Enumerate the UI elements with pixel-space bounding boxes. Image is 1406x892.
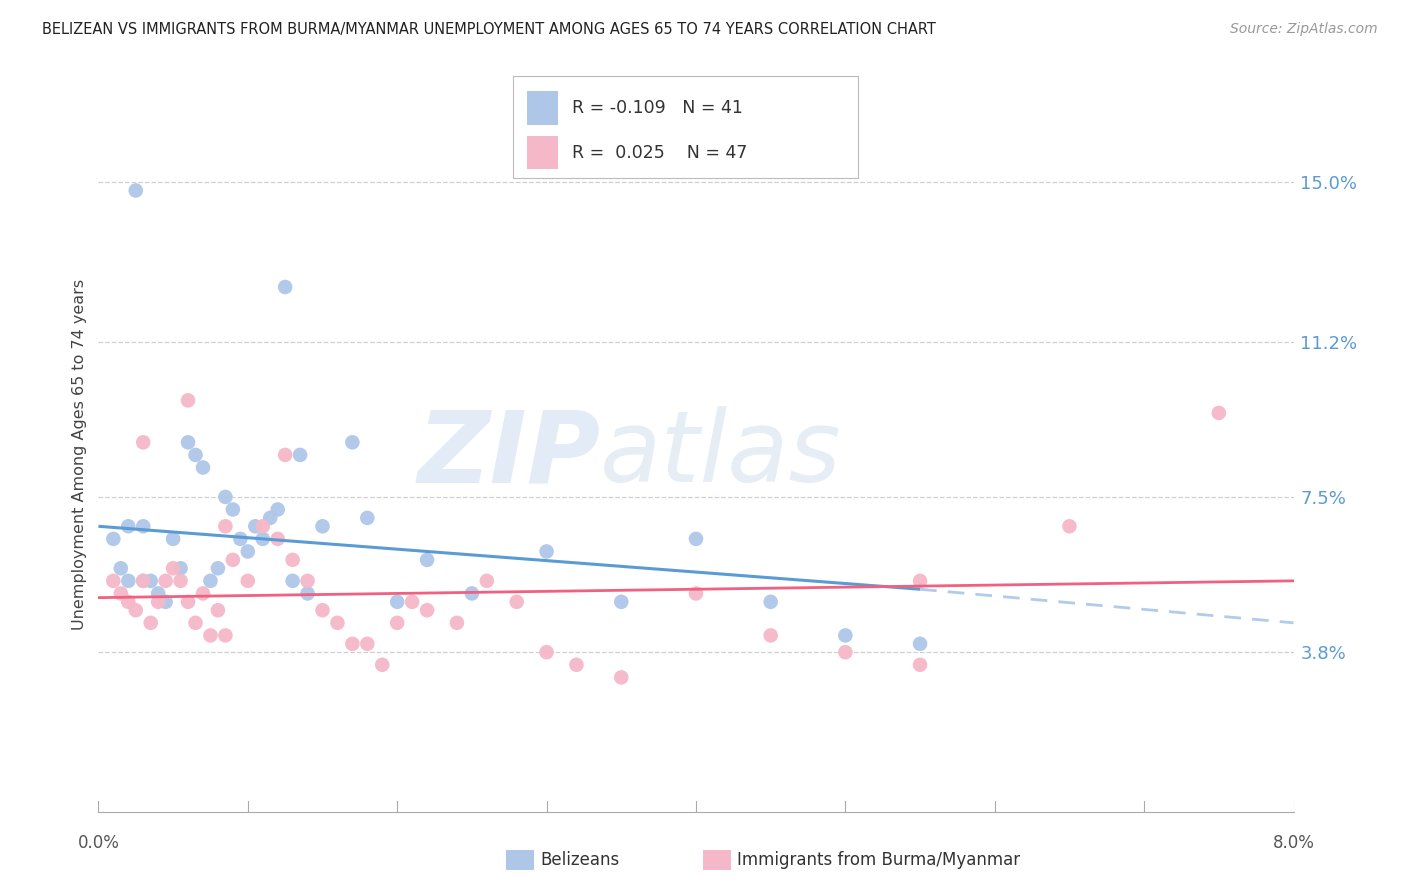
Point: [385, 595, 409, 609]
Point: [214, 519, 236, 533]
Point: [834, 628, 856, 642]
Point: [148, 595, 170, 609]
Point: [461, 586, 484, 600]
Point: [281, 574, 304, 588]
Point: [536, 645, 558, 659]
Point: [401, 595, 423, 609]
Text: ZIP: ZIP: [418, 407, 600, 503]
Point: [162, 561, 184, 575]
Point: [214, 490, 236, 504]
Point: [117, 519, 139, 533]
Point: [139, 574, 162, 588]
Point: [207, 561, 229, 575]
Point: [169, 561, 191, 575]
Point: [155, 574, 177, 588]
Point: [267, 532, 290, 546]
Point: [200, 628, 222, 642]
Point: [311, 519, 333, 533]
Text: BELIZEAN VS IMMIGRANTS FROM BURMA/MYANMAR UNEMPLOYMENT AMONG AGES 65 TO 74 YEARS: BELIZEAN VS IMMIGRANTS FROM BURMA/MYANMA…: [42, 22, 936, 37]
Point: [110, 561, 132, 575]
Point: [191, 586, 214, 600]
Point: [610, 595, 633, 609]
Text: R = -0.109   N = 41: R = -0.109 N = 41: [572, 99, 744, 117]
Point: [506, 595, 529, 609]
Point: [356, 511, 378, 525]
Text: Immigrants from Burma/Myanmar: Immigrants from Burma/Myanmar: [737, 851, 1019, 869]
Point: [132, 574, 155, 588]
Point: [267, 502, 290, 516]
Point: [311, 603, 333, 617]
Point: [125, 603, 148, 617]
Point: [274, 448, 297, 462]
Point: [214, 628, 236, 642]
Point: [191, 460, 214, 475]
Point: [475, 574, 498, 588]
Point: [297, 586, 319, 600]
Y-axis label: Unemployment Among Ages 65 to 74 years: Unemployment Among Ages 65 to 74 years: [72, 279, 87, 631]
Point: [1059, 519, 1081, 533]
Point: [281, 553, 304, 567]
Point: [342, 435, 364, 450]
Point: [184, 448, 207, 462]
Point: [908, 657, 931, 672]
Point: [132, 435, 155, 450]
Point: [222, 502, 245, 516]
Point: [162, 532, 184, 546]
Point: [117, 574, 139, 588]
Point: [759, 628, 782, 642]
Point: [371, 657, 394, 672]
Point: [222, 553, 245, 567]
Point: [385, 615, 409, 630]
Point: [908, 637, 931, 651]
Point: [148, 586, 170, 600]
Point: [416, 553, 439, 567]
Text: Source: ZipAtlas.com: Source: ZipAtlas.com: [1230, 22, 1378, 37]
Point: [236, 544, 259, 558]
Point: [184, 615, 207, 630]
Point: [297, 574, 319, 588]
Point: [252, 519, 274, 533]
Point: [177, 595, 200, 609]
Point: [342, 637, 364, 651]
Point: [236, 574, 259, 588]
Point: [139, 615, 162, 630]
Point: [229, 532, 252, 546]
Point: [200, 574, 222, 588]
Point: [117, 595, 139, 609]
Point: [177, 393, 200, 408]
Point: [155, 595, 177, 609]
Point: [252, 532, 274, 546]
Point: [416, 603, 439, 617]
Point: [1208, 406, 1230, 420]
Point: [103, 574, 125, 588]
Point: [132, 519, 155, 533]
Point: [834, 645, 856, 659]
Point: [259, 511, 281, 525]
Point: [685, 532, 707, 546]
Point: [326, 615, 349, 630]
Point: [245, 519, 267, 533]
Point: [446, 615, 468, 630]
Point: [207, 603, 229, 617]
Text: 0.0%: 0.0%: [77, 834, 120, 852]
Point: [110, 586, 132, 600]
Point: [685, 586, 707, 600]
Point: [759, 595, 782, 609]
Text: Belizeans: Belizeans: [540, 851, 619, 869]
Point: [356, 637, 378, 651]
Point: [125, 184, 148, 198]
Text: atlas: atlas: [600, 407, 842, 503]
Text: R =  0.025    N = 47: R = 0.025 N = 47: [572, 144, 748, 161]
Point: [908, 574, 931, 588]
Point: [177, 435, 200, 450]
Point: [536, 544, 558, 558]
Point: [169, 574, 191, 588]
Point: [132, 574, 155, 588]
Text: 8.0%: 8.0%: [1272, 834, 1315, 852]
Point: [103, 532, 125, 546]
Point: [610, 670, 633, 684]
Point: [565, 657, 588, 672]
Point: [274, 280, 297, 294]
Point: [288, 448, 311, 462]
